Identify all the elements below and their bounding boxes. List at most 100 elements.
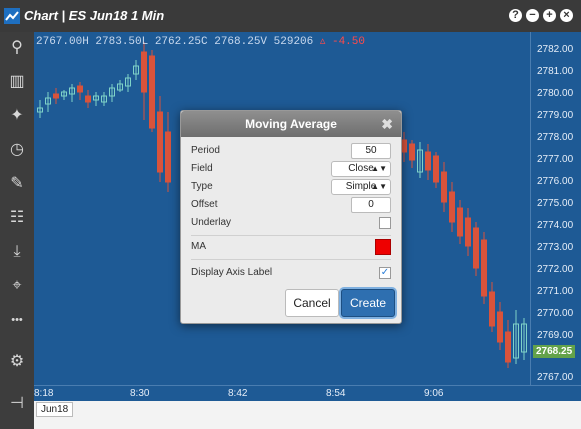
candle-body [77,85,83,93]
underlay-row: Underlay [191,215,391,231]
candle-body [101,95,107,103]
draw-icon[interactable]: ✎ [10,175,24,192]
candle-body [69,87,75,95]
candle-body [125,77,131,87]
candle-body [37,107,43,113]
y-axis-label: 2772.00 [537,264,574,275]
candle-body [449,191,455,223]
ohlc-values: 2767.00H 2783.50L 2762.25C 2768.25V 5292… [36,36,314,48]
range-button[interactable]: Jun18 [36,402,74,417]
y-axis-label: 2775.00 [537,198,574,209]
y-axis-label: 2773.00 [537,242,574,253]
candle-body [85,95,91,103]
cancel-button[interactable]: Cancel [285,289,339,317]
axis-label-checkbox[interactable]: ✓ [379,267,391,279]
candle-body [53,93,59,99]
candle-body [149,55,155,129]
candle-body [109,87,115,97]
y-axis-label: 2776.00 [537,176,574,187]
layout-icon[interactable]: ☷ [9,209,25,226]
settings-icon[interactable]: ⚙ [9,353,25,370]
field-value: Close [348,163,374,174]
pin-icon[interactable]: ⊣ [10,395,24,412]
candle-body [513,323,519,359]
window-title: Chart | ES Jun18 1 Min [24,8,165,23]
candle-body [497,311,503,343]
candlestick-series [37,42,527,368]
x-axis-label: 9:06 [424,388,444,399]
candle-body [133,65,139,75]
select-arrows-icon: ▲▼ [371,164,387,173]
underlay-label: Underlay [191,217,232,228]
candle-body [93,95,99,101]
y-axis-label: 2774.00 [537,220,574,231]
candle-body [473,227,479,269]
candlestick-icon[interactable]: ▥ [9,73,25,90]
field-select[interactable]: Close ▲▼ [331,161,391,177]
candle-body [441,171,447,203]
type-value: Simple [345,181,377,192]
y-axis-label: 2782.00 [537,44,574,55]
candle-body [157,111,163,173]
ma-color-row: MA [191,239,391,255]
indicator-icon[interactable]: ✦ [10,107,24,124]
candle-body [465,217,471,247]
y-axis-label: 2777.00 [537,154,574,165]
candle-body [433,155,439,183]
help-icon[interactable]: ? [509,9,522,22]
left-toolbar: ⚲ ▥ ✦ ◷ ✎ ☷ ⤓ ⌖ ••• ⚙ ⊣ [0,32,35,429]
y-axis-label: 2771.00 [537,286,574,297]
maximize-icon[interactable]: + [543,9,556,22]
field-row: Field Close ▲▼ [191,161,391,177]
x-axis[interactable]: 8:18 8:30 8:42 8:54 9:06 [34,385,581,402]
more-icon[interactable]: ••• [11,314,23,326]
candle-body [505,331,511,363]
x-axis-label: 8:42 [228,388,248,399]
y-axis-label: 2778.00 [537,132,574,143]
close-icon[interactable]: ✖ [381,116,393,132]
period-input[interactable]: 50 [351,143,391,159]
range-bar: Jun18 [34,401,581,429]
ma-color-swatch[interactable] [375,239,391,255]
create-button[interactable]: Create [341,289,395,317]
offset-row: Offset 0 [191,197,391,213]
y-axis-label: 2781.00 [537,66,574,77]
download-icon[interactable]: ⤓ [13,243,21,260]
close-icon[interactable]: × [560,9,573,22]
type-label: Type [191,181,213,192]
axis-label-text: Display Axis Label [191,267,273,278]
dialog-title: Moving Average [245,117,337,131]
offset-input[interactable]: 0 [351,197,391,213]
field-label: Field [191,163,213,174]
clock-icon[interactable]: ◷ [10,141,24,158]
y-axis-label: 2769.00 [537,330,574,341]
candle-body [409,143,415,161]
y-axis-label: 2780.00 [537,88,574,99]
divider [191,259,391,260]
minimize-icon[interactable]: − [526,9,539,22]
period-label: Period [191,145,220,156]
crosshair-icon[interactable]: ⌖ [12,277,22,294]
select-arrows-icon: ▲▼ [371,182,387,191]
candle-body [45,97,51,105]
candle-body [117,83,123,91]
y-axis-label: 2767.00 [537,372,574,383]
candle-body [417,149,423,173]
candle-body [61,91,67,97]
y-axis-label: 2770.00 [537,308,574,319]
candle-body [165,131,171,183]
period-row: Period 50 [191,143,391,159]
y-axis[interactable]: 2782.00 2781.00 2780.00 2779.00 2778.00 … [530,32,581,385]
candle-body [489,291,495,327]
type-select[interactable]: Simple ▲▼ [331,179,391,195]
chart-logo-icon [4,8,20,24]
underlay-checkbox[interactable] [379,217,391,229]
type-row: Type Simple ▲▼ [191,179,391,195]
window-titlebar: Chart | ES Jun18 1 Min ? − + × [0,0,581,32]
moving-average-dialog: Moving Average ✖ Period 50 Field Close ▲▼… [180,110,402,324]
candle-body [521,323,527,353]
ma-label: MA [191,241,206,252]
candle-body [141,51,147,93]
y-axis-label: 2779.00 [537,110,574,121]
search-icon[interactable]: ⚲ [11,39,23,56]
